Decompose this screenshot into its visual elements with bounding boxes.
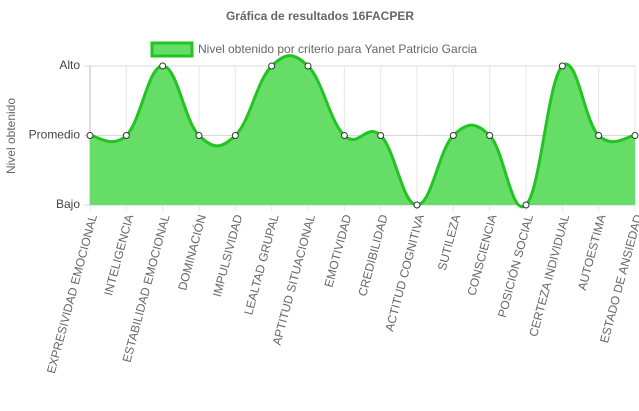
point <box>159 62 167 70</box>
point <box>449 132 457 139</box>
point <box>558 62 566 70</box>
x-tick-label: CREDIBILIDAD <box>355 213 390 298</box>
x-tick-label: AUTOESTIMA <box>575 213 609 292</box>
x-tick-label: IMPULSIVIDAD <box>210 213 246 299</box>
point <box>413 201 421 209</box>
point <box>86 132 94 139</box>
x-tick-label: DOMINACIÓN <box>174 213 209 292</box>
point <box>304 62 312 70</box>
x-tick-label: LEALTAD GRUPAL <box>241 213 281 317</box>
legend-label: Nivel obtenido por criterio para Yanet P… <box>198 42 477 56</box>
point <box>195 132 203 139</box>
point <box>486 132 494 139</box>
chart-title: Gráfica de resultados 16FACPER <box>226 9 414 23</box>
y-tick-label: Promedio <box>29 128 81 142</box>
point <box>522 201 530 209</box>
x-tick-label: CERTEZA INDIVIDUAL <box>526 213 572 338</box>
point <box>231 132 239 139</box>
x-tick-label: ACTITUD COGNITIVA <box>382 213 427 333</box>
point <box>340 132 348 139</box>
y-tick-label: Alto <box>59 58 80 72</box>
legend-swatch <box>150 41 194 58</box>
point <box>631 132 639 139</box>
x-tick-label: INTELIGENCIA <box>101 213 136 297</box>
y-axis-label: Nivel obtenido <box>4 98 18 174</box>
x-tick-label: EXPRESIVIDAD EMOCIONAL <box>44 213 100 375</box>
point <box>377 132 385 139</box>
point <box>268 62 276 70</box>
area <box>90 55 635 207</box>
point <box>595 132 603 139</box>
point <box>122 132 130 139</box>
x-tick-label: EMOTIVIDAD <box>321 213 354 289</box>
line <box>89 54 636 209</box>
x-tick-label: POSICIÓN SOCIAL <box>494 212 536 319</box>
x-tick-label: SUTILEZA <box>435 213 463 272</box>
y-tick-label: Bajo <box>56 197 80 211</box>
x-tick-label: CONSCIENCIA <box>465 213 500 297</box>
